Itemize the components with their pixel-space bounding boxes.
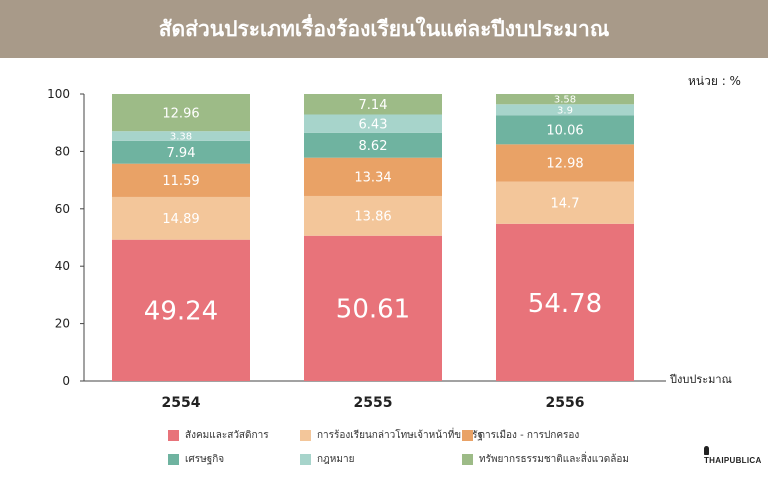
data-label: 3.38 [170,132,192,143]
data-label: 3.58 [554,95,576,106]
legend-swatch [168,454,179,465]
data-label: 13.34 [354,171,391,186]
y-tick-label: 0 [62,374,70,388]
bar-segment [496,144,634,182]
legend-swatch [300,454,311,465]
legend-label: ทรัพยากรธรรมชาติและสิ่งแวดล้อม [479,454,629,465]
x-tick-label: 2555 [354,395,393,411]
bar-segment [304,157,442,196]
data-label: 49.24 [144,297,218,327]
chart-legend: สังคมและสวัสดิการ การร้องเรียนกล่าวโทษเจ้… [168,428,688,472]
x-tick-label: 2556 [546,395,585,411]
data-label: 14.89 [162,212,199,227]
bar-segment [304,114,442,133]
data-label: 11.59 [162,174,199,189]
data-label: 14.7 [551,196,580,211]
data-label: 7.14 [359,98,388,113]
y-tick-label: 20 [55,317,70,331]
y-tick-label: 40 [55,259,70,273]
legend-label: สังคมและสวัสดิการ [185,430,269,441]
logo-text: THAIPUBLICA [704,456,762,465]
legend-item: ทรัพยากรธรรมชาติและสิ่งแวดล้อม [462,452,629,467]
bar-segment [112,239,250,381]
unit-label: หน่วย : % [688,74,741,88]
data-label: 6.43 [359,117,388,132]
y-tick-label: 60 [55,202,70,216]
legend-label: การร้องเรียนกล่าวโทษเจ้าหน้าที่ของรัฐ [317,430,483,441]
data-label: 12.98 [546,157,583,172]
x-tick-label: 2554 [162,395,201,411]
legend-swatch [300,430,311,441]
bar-segment [304,132,442,158]
legend-swatch [168,430,179,441]
data-label: 3.9 [557,105,573,116]
data-label: 13.86 [354,210,391,225]
legend-swatch [462,430,473,441]
data-label: 12.96 [162,106,199,121]
bar-segment [112,163,250,197]
legend-item: เศรษฐกิจ [168,452,224,467]
bar-segment [112,131,250,141]
data-label: 50.61 [336,295,410,325]
bar-segment [496,104,634,116]
bar-segment [496,181,634,224]
title-bar [0,0,768,58]
bar-segment [304,94,442,115]
bar-segment [112,196,250,240]
chart-title: สัดส่วนประเภทเรื่องร้องเรียนในแต่ละปีงบป… [158,17,610,41]
bar-segment [112,94,250,132]
data-label: 8.62 [359,139,388,154]
legend-label: การเมือง - การปกครอง [479,430,580,441]
y-tick-label: 100 [47,87,70,101]
data-label: 7.94 [167,146,196,161]
bar-segment [496,115,634,145]
data-label: 54.78 [528,289,602,319]
bar-segment [112,140,250,164]
x-axis-title: ปีงบประมาณ [670,373,732,386]
legend-item: การเมือง - การปกครอง [462,428,579,443]
legend-swatch [462,454,473,465]
legend-label: เศรษฐกิจ [185,454,225,465]
bar-segment [304,235,442,381]
legend-item: การร้องเรียนกล่าวโทษเจ้าหน้าที่ของรัฐ [300,428,483,443]
legend-label: กฎหมาย [317,454,355,465]
data-label: 10.06 [546,124,583,139]
keyhole-icon [704,446,709,455]
publisher-logo: THAIPUBLICA [704,446,768,465]
legend-item: สังคมและสวัสดิการ [168,428,269,443]
y-tick-label: 80 [55,144,70,158]
bar-segment [496,94,634,105]
bar-segment [304,195,442,236]
legend-item: กฎหมาย [300,452,354,467]
bar-segment [496,223,634,381]
